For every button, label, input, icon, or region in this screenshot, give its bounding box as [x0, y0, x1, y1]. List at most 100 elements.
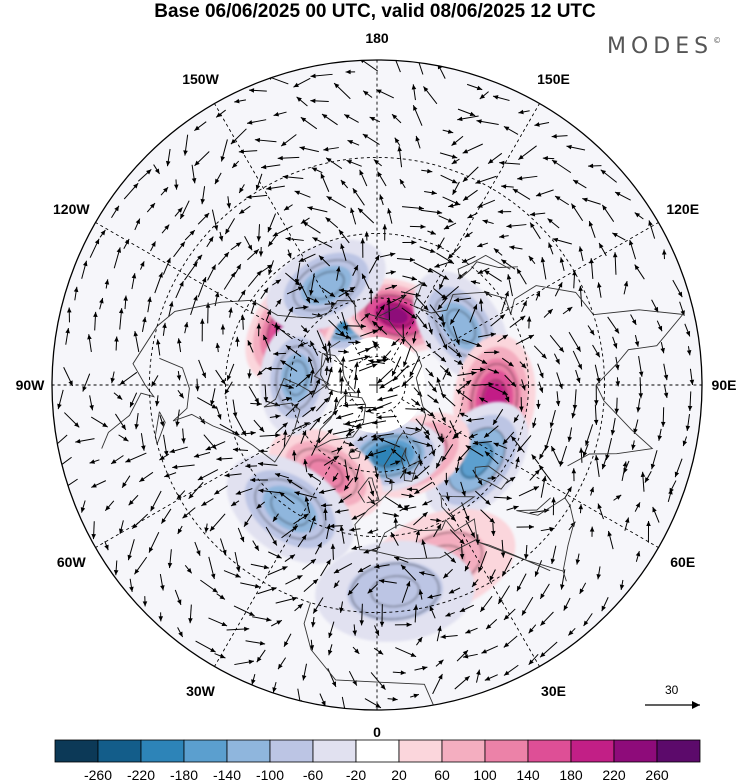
wind-arrow — [429, 605, 436, 619]
wind-arrow — [298, 253, 316, 263]
wind-arrow — [160, 186, 169, 196]
wind-arrow — [466, 417, 484, 423]
wind-arrow — [245, 463, 258, 469]
wind-arrow — [256, 649, 266, 663]
colorbar-tick: 260 — [645, 767, 669, 783]
colorbar-swatch — [527, 739, 572, 763]
wind-arrow — [333, 562, 353, 574]
wind-arrow — [220, 139, 228, 162]
wind-arrow — [634, 264, 645, 280]
wind-arrow — [589, 526, 595, 537]
wind-arrow — [321, 287, 336, 298]
wind-arrow — [638, 377, 644, 399]
wind-arrow — [296, 96, 308, 107]
wind-arrow — [341, 696, 348, 710]
wind-arrow — [663, 363, 669, 381]
wind-arrow — [465, 445, 484, 457]
wind-arrow — [623, 280, 629, 295]
reference-vector — [645, 701, 700, 709]
wind-arrow — [139, 261, 145, 270]
wind-arrow — [513, 414, 520, 423]
wind-arrow — [327, 644, 333, 656]
wind-arrow — [442, 568, 453, 579]
wind-arrow — [231, 160, 240, 169]
wind-arrow — [259, 264, 273, 274]
wind-arrow — [468, 433, 478, 439]
map-boundary — [51, 59, 703, 711]
wind-arrow — [387, 208, 393, 224]
wind-arrow — [309, 515, 316, 533]
wind-arrow — [572, 350, 583, 370]
wind-arrow — [657, 428, 663, 441]
wind-arrow — [436, 377, 443, 395]
wind-arrow — [284, 306, 294, 322]
wind-arrow — [405, 426, 421, 432]
wind-arrow — [347, 582, 359, 596]
wind-arrow — [200, 186, 206, 205]
wind-arrow — [517, 175, 538, 181]
wind-arrow — [280, 359, 298, 372]
wind-arrow — [259, 432, 281, 438]
meridian-line — [214, 409, 364, 667]
wind-arrow — [521, 596, 534, 616]
wind-arrow — [607, 316, 620, 334]
coast-west-africa — [303, 602, 434, 706]
wind-arrow — [230, 128, 247, 145]
wind-arrow — [439, 152, 458, 159]
wind-arrow — [323, 455, 340, 466]
colorbar-swatch — [613, 739, 658, 763]
wind-arrow — [368, 450, 387, 457]
wind-arrow — [285, 344, 302, 357]
wind-arrow — [529, 211, 546, 217]
meridian-label: 180 — [365, 30, 389, 46]
wind-arrow — [481, 645, 499, 654]
wind-arrow — [441, 444, 454, 462]
wind-arrow — [271, 619, 283, 627]
wind-arrow — [589, 486, 595, 496]
wind-arrow — [518, 145, 537, 161]
colorbar-swatch — [484, 739, 529, 763]
wind-arrow — [542, 155, 555, 161]
wind-arrow — [254, 137, 277, 143]
wind-arrow — [516, 435, 532, 453]
wind-arrow — [403, 345, 412, 367]
wind-arrow — [165, 148, 171, 167]
colorbar-swatch — [441, 739, 486, 763]
wind-arrow — [258, 246, 264, 257]
wind-arrow — [563, 597, 571, 611]
wind-arrow — [237, 289, 246, 302]
wind-arrow — [267, 235, 277, 247]
wind-arrow — [352, 187, 365, 206]
wind-arrow — [432, 420, 442, 442]
wind-arrow — [309, 273, 315, 296]
wind-arrow — [113, 392, 123, 400]
wind-arrow — [578, 285, 583, 307]
wind-arrow — [80, 500, 86, 513]
wind-arrow — [281, 525, 299, 539]
wind-arrow — [387, 385, 400, 392]
wind-arrow — [193, 452, 211, 458]
colorbar-tick: -20 — [345, 767, 367, 783]
copyright-mark: © — [713, 36, 722, 45]
wind-arrow — [118, 520, 124, 535]
wind-arrow — [550, 445, 561, 465]
wind-arrow — [319, 428, 333, 443]
colorbar-tick: 20 — [391, 767, 407, 783]
wind-arrow — [628, 239, 637, 260]
wind-arrow — [268, 260, 274, 276]
wind-arrow — [516, 524, 534, 530]
wind-arrow — [526, 316, 532, 329]
wind-arrow — [399, 178, 406, 189]
wind-arrow — [328, 319, 346, 337]
wind-arrow — [385, 270, 396, 275]
wind-arrow — [548, 242, 554, 255]
wind-arrow — [167, 549, 173, 569]
wind-arrow — [104, 500, 115, 512]
wind-arrow — [340, 243, 347, 261]
coast-arctic-archipelago — [320, 352, 357, 394]
wind-arrow — [640, 471, 646, 492]
meridian-label: 0 — [373, 724, 381, 740]
wind-arrow — [600, 169, 618, 183]
wind-arrow — [579, 582, 587, 595]
map-disk — [52, 60, 702, 710]
